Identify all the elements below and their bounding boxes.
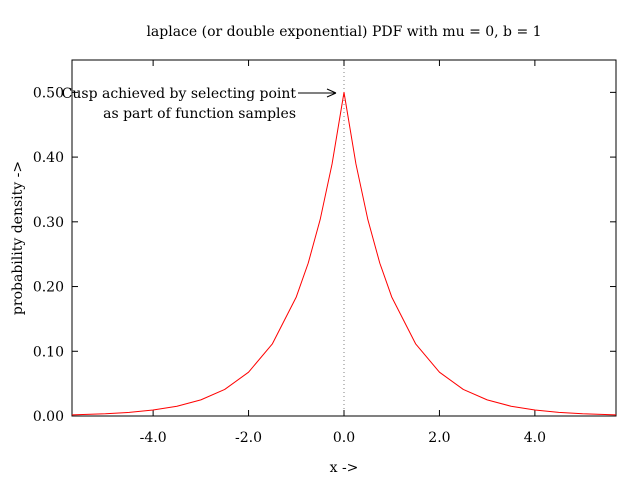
y-tick-label: 0.00	[33, 409, 64, 425]
y-tick-label: 0.20	[33, 280, 64, 296]
y-tick-label: 0.50	[33, 85, 64, 101]
y-tick-label: 0.10	[33, 344, 64, 360]
x-tick-label: 0.0	[333, 430, 355, 446]
x-tick-label: 2.0	[428, 430, 450, 446]
chart-title: laplace (or double exponential) PDF with…	[146, 24, 541, 40]
series-line	[71, 91, 617, 416]
x-tick-label: -4.0	[140, 430, 167, 446]
series-layer	[71, 91, 617, 416]
tick-layer: -4.0 -2.0 0.0 2.0 4.0 0.00 0.10 0.20 0.30 0.40 0.5…	[33, 60, 616, 446]
annotation-line-2: as part of function samples	[103, 106, 296, 122]
x-tick-label: 4.0	[524, 430, 546, 446]
x-axis-label: x ->	[330, 460, 359, 476]
annotation-line-1: Cusp achieved by selecting point	[62, 86, 297, 102]
x-tick-label: -2.0	[235, 430, 262, 446]
annotation: Cusp achieved by selecting point as part…	[62, 86, 337, 122]
y-tick-label: 0.30	[33, 215, 64, 231]
y-axis-label: probability density ->	[10, 161, 26, 315]
annotation-arrow-head	[326, 88, 337, 98]
y-tick-label: 0.40	[33, 150, 64, 166]
